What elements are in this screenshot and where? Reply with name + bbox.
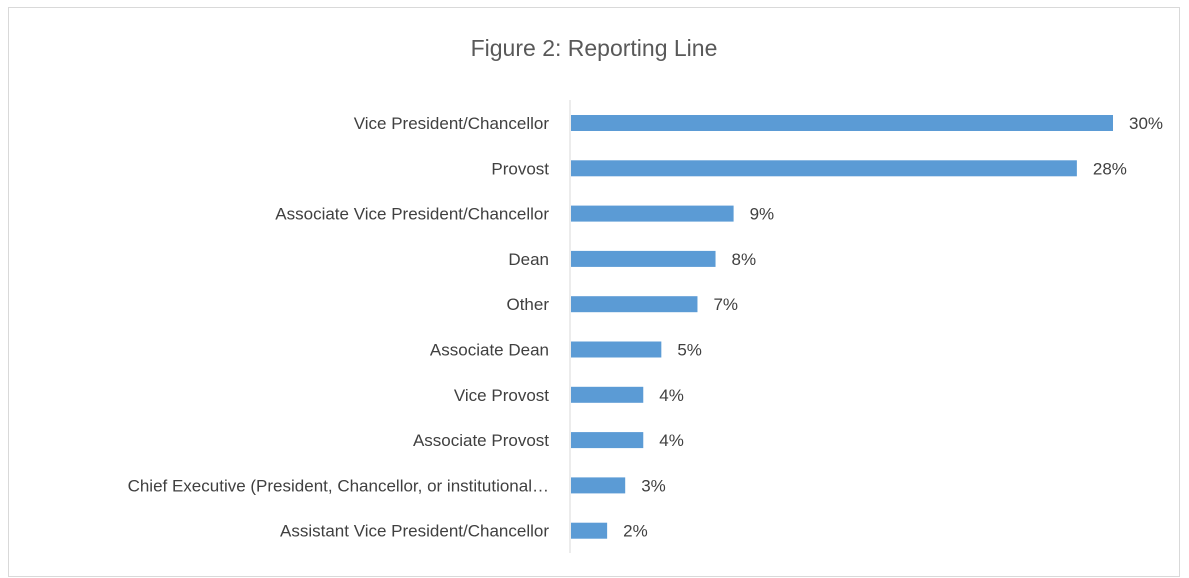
data-label: 30% xyxy=(1129,114,1163,133)
data-label: 4% xyxy=(659,431,684,450)
data-label: 3% xyxy=(641,476,666,495)
category-label: Vice President/Chancellor xyxy=(354,114,550,133)
data-label: 8% xyxy=(732,250,757,269)
data-label: 9% xyxy=(750,205,775,224)
bar xyxy=(571,250,716,267)
category-label: Vice Provost xyxy=(454,386,549,405)
data-label: 28% xyxy=(1093,159,1127,178)
category-label: Associate Vice President/Chancellor xyxy=(275,205,549,224)
category-label: Associate Dean xyxy=(430,341,549,360)
bar xyxy=(571,477,626,494)
data-label: 2% xyxy=(623,522,648,541)
chart-title: Figure 2: Reporting Line xyxy=(471,35,718,61)
bar xyxy=(571,386,644,403)
category-label: Dean xyxy=(508,250,549,269)
data-label: 7% xyxy=(713,295,738,314)
bar xyxy=(571,432,644,449)
category-label: Other xyxy=(506,295,549,314)
category-label: Chief Executive (President, Chancellor, … xyxy=(128,476,549,495)
bar xyxy=(571,296,698,313)
category-label: Assistant Vice President/Chancellor xyxy=(280,522,549,541)
data-label: 4% xyxy=(659,386,684,405)
category-label: Provost xyxy=(491,159,549,178)
bar xyxy=(571,341,662,358)
data-label: 5% xyxy=(677,341,702,360)
category-label: Associate Provost xyxy=(413,431,549,450)
bar xyxy=(571,205,734,222)
bar xyxy=(571,160,1077,177)
bar xyxy=(571,115,1113,131)
bar xyxy=(571,522,608,539)
bars-group: Vice President/Chancellor 30% Provost 28% As… xyxy=(128,114,1163,541)
